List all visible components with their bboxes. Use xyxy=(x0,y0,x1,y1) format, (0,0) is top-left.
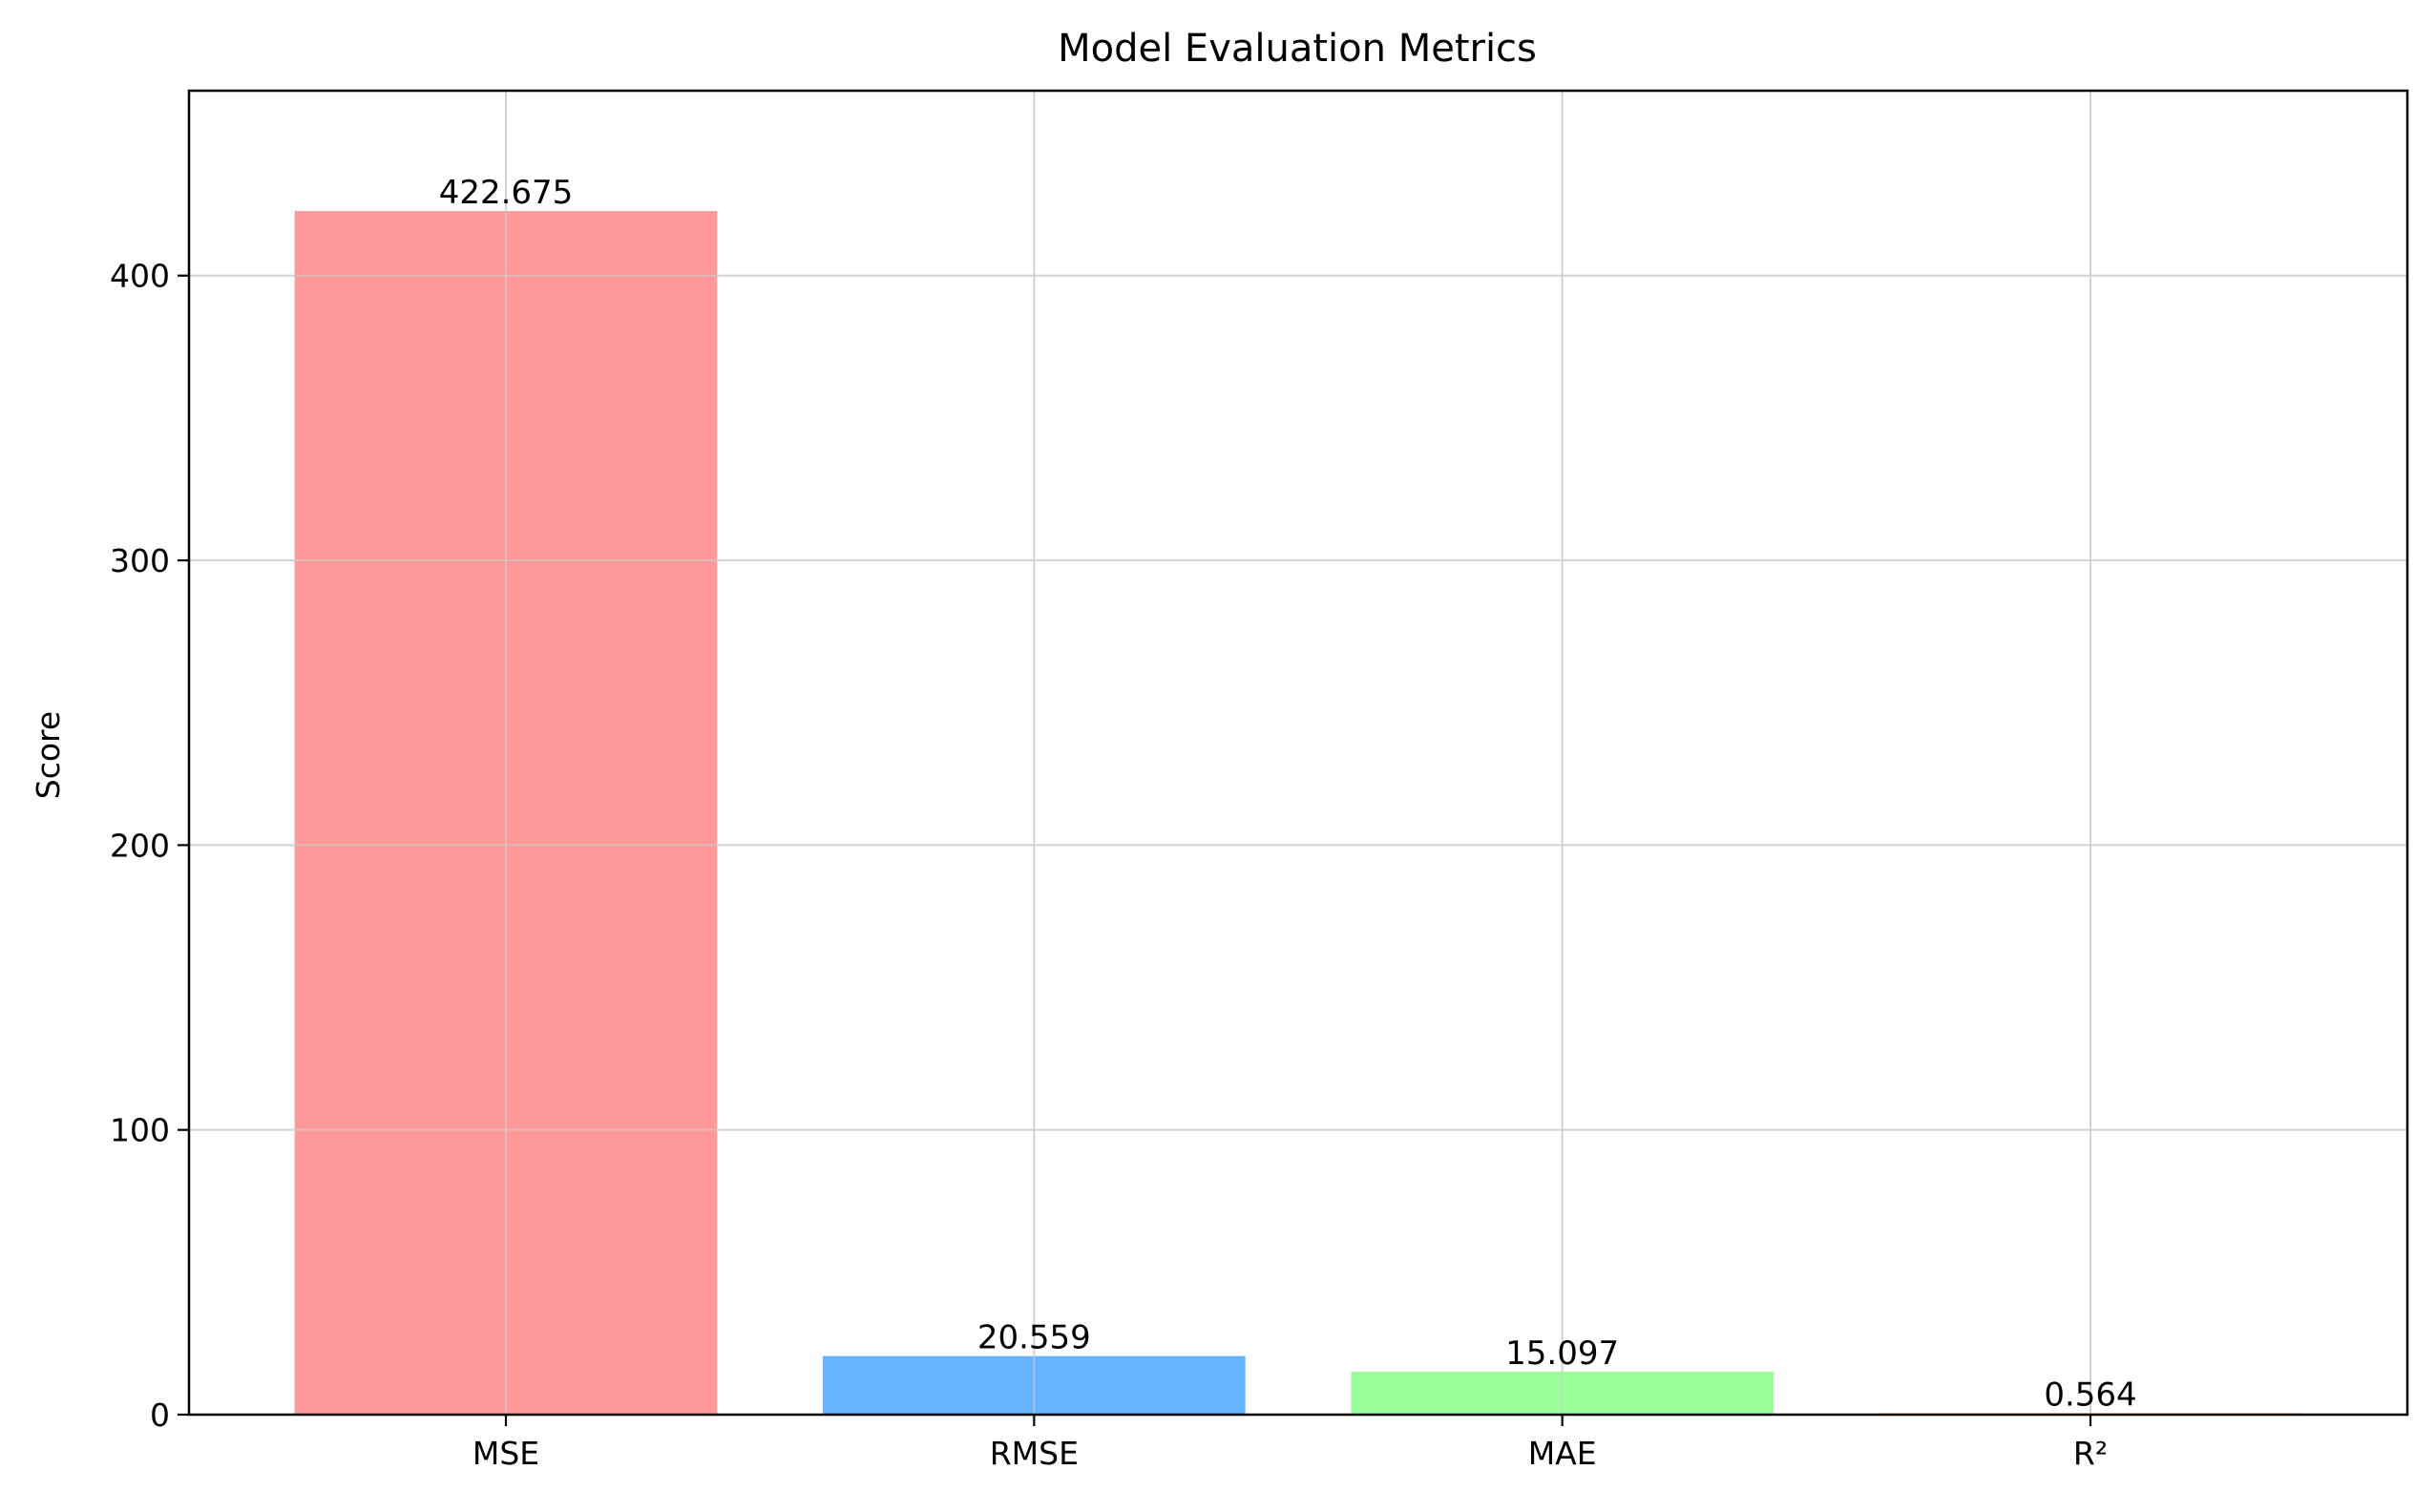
y-axis-title: Score xyxy=(30,711,67,799)
plot-frame xyxy=(187,89,2409,1417)
y-tick-label: 400 xyxy=(110,258,170,295)
y-tick-label: 200 xyxy=(110,827,170,864)
data-label: 0.564 xyxy=(2044,1376,2136,1414)
x-tick-label: R² xyxy=(2073,1435,2108,1472)
x-tick-label: MAE xyxy=(1528,1435,1597,1472)
data-label: 15.097 xyxy=(1505,1334,1619,1373)
y-tick-label: 0 xyxy=(150,1396,170,1434)
chart-title: Model Evaluation Metrics xyxy=(1058,27,1537,71)
data-labels: 422.675 20.559 15.097 0.564 xyxy=(439,174,2137,1414)
x-tick-label: MSE xyxy=(472,1435,539,1472)
y-tick-label: 100 xyxy=(110,1112,170,1149)
y-tick-label: 300 xyxy=(110,542,170,579)
data-label: 20.559 xyxy=(977,1319,1091,1357)
data-label: 422.675 xyxy=(439,174,574,212)
x-tick-label: RMSE xyxy=(990,1435,1079,1472)
axis-ticks: 0 100 200 300 400 MSE RMSE MAE R² xyxy=(110,258,2108,1472)
